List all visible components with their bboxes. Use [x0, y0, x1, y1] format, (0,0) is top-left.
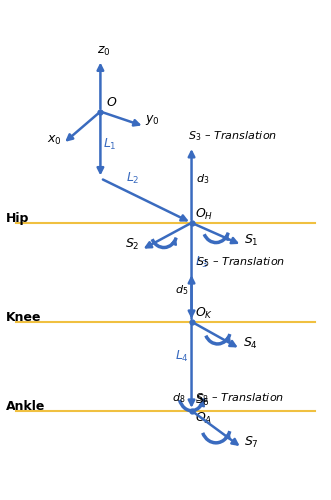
Text: $d_3$: $d_3$	[196, 172, 210, 186]
Text: $z_0$: $z_0$	[97, 45, 111, 58]
Text: $y_0$: $y_0$	[145, 114, 160, 128]
Text: $S_1$: $S_1$	[244, 232, 259, 248]
Text: $S_3$ – $\it{Translation}$: $S_3$ – $\it{Translation}$	[188, 129, 277, 142]
Text: $S_6$: $S_6$	[195, 393, 210, 408]
Text: $d_5$: $d_5$	[175, 283, 188, 297]
Text: $d_8$: $d_8$	[172, 391, 185, 405]
Text: $S_5$ – $\it{Translation}$: $S_5$ – $\it{Translation}$	[196, 256, 285, 270]
Text: $S_2$: $S_2$	[125, 238, 139, 252]
Text: $S_8$ – $\it{Translation}$: $S_8$ – $\it{Translation}$	[195, 391, 284, 405]
Text: $L_2$: $L_2$	[126, 170, 140, 186]
Text: $S_7$: $S_7$	[244, 435, 259, 450]
Text: $L_1$: $L_1$	[103, 137, 117, 152]
Text: Knee: Knee	[6, 311, 41, 324]
Text: $L_4$: $L_4$	[175, 348, 189, 364]
Text: $O_A$: $O_A$	[195, 410, 212, 426]
Text: $L_3$: $L_3$	[195, 254, 209, 270]
Text: $O$: $O$	[106, 96, 118, 109]
Text: Ankle: Ankle	[6, 400, 45, 413]
Text: $O_H$: $O_H$	[195, 206, 213, 222]
Text: Hip: Hip	[6, 212, 29, 226]
Text: $S_4$: $S_4$	[243, 336, 258, 351]
Text: $O_K$: $O_K$	[195, 306, 213, 320]
Text: $x_0$: $x_0$	[47, 134, 62, 147]
